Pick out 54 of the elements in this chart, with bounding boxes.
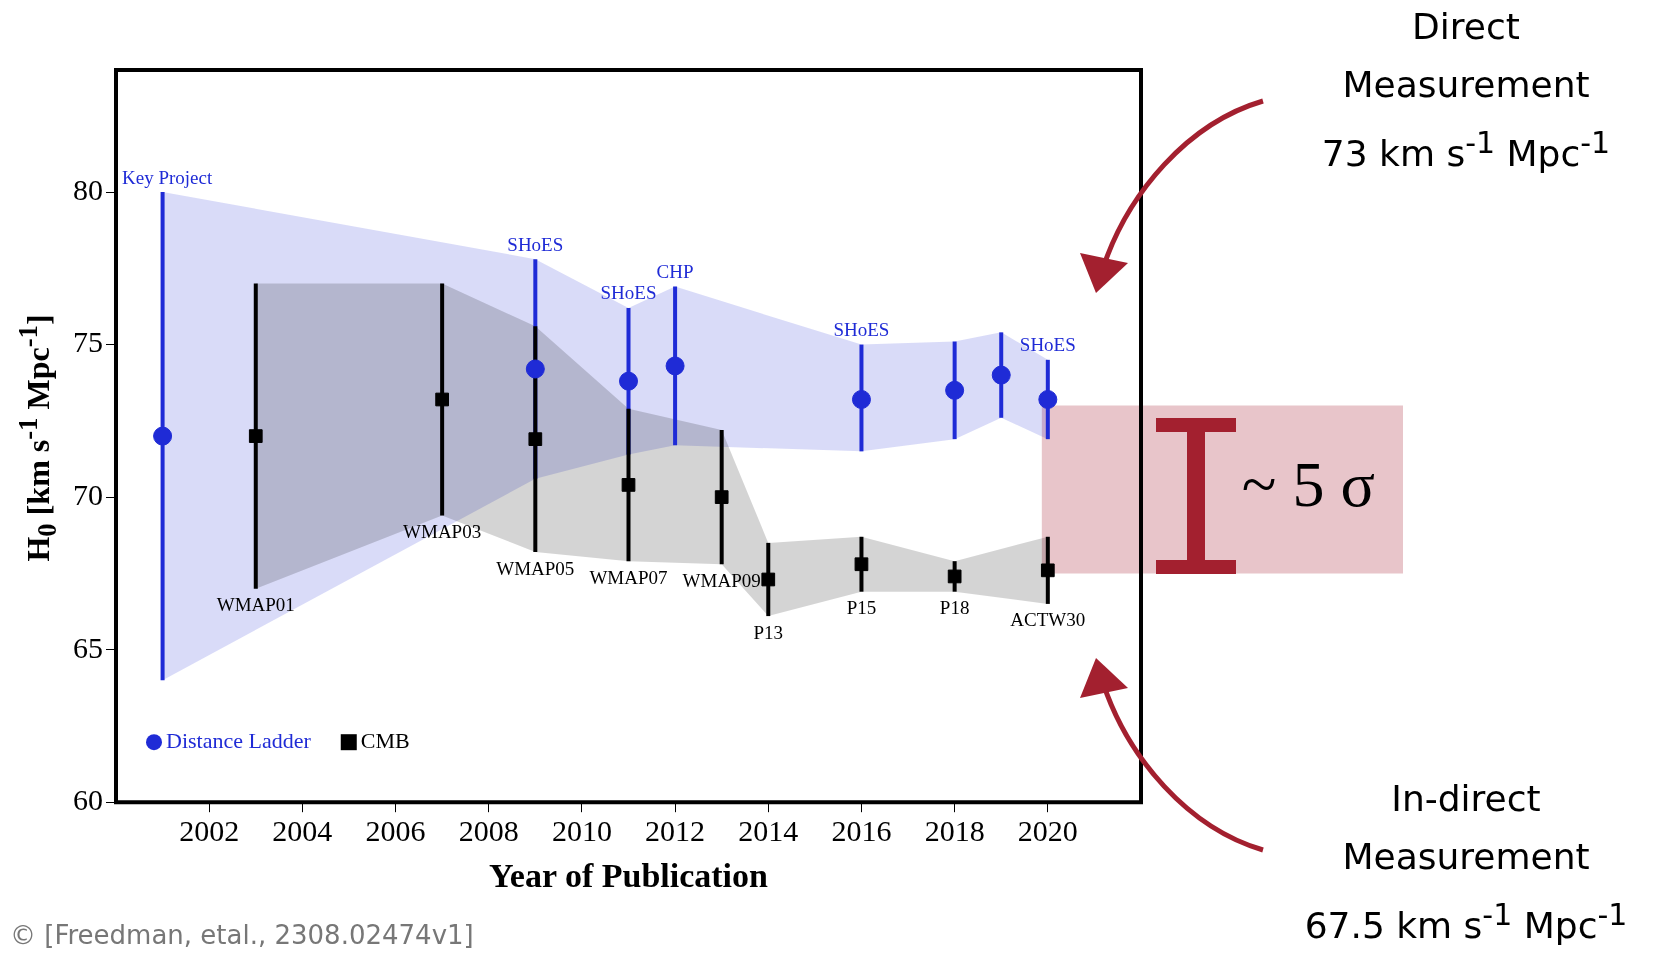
annotation: SHoES	[1019, 334, 1076, 356]
point	[528, 432, 543, 447]
y-tick-label: 75	[73, 325, 103, 359]
annotation: WMAP01	[216, 594, 295, 616]
text: Direct Measurement 73 km s$^{-1}$ Mpc$^{-1}$	[1320, 5, 1612, 176]
x-tick-label: 2002	[179, 814, 240, 848]
y-tick-label: 65	[73, 630, 103, 664]
point	[1040, 563, 1055, 578]
x-tick-label: 2016	[831, 814, 892, 848]
point	[621, 478, 636, 492]
point	[1038, 389, 1058, 409]
x-tick-label: 2006	[365, 814, 426, 848]
x-tick-label: 2018	[924, 814, 985, 848]
y-tick-label: 80	[73, 172, 103, 206]
x-tick-label: 2008	[458, 814, 519, 848]
y-tick-label: 60	[73, 783, 103, 817]
point	[991, 365, 1011, 385]
point	[761, 572, 776, 587]
point	[525, 359, 545, 379]
text: In-direct Measurement 67.5 km s$^{-1}$ Mpc$^{-1}$	[1303, 777, 1629, 948]
point	[854, 557, 869, 572]
point	[851, 389, 871, 409]
x-tick-label: 2014	[738, 814, 799, 848]
x-tick-label: 2010	[551, 814, 612, 848]
y-tick-label: 70	[73, 477, 103, 511]
x-tick-label: 2020	[1017, 814, 1078, 848]
point	[947, 569, 962, 584]
text: © [Freedman, etal., 2308.02474v1]	[10, 920, 474, 950]
legend-label: CMB	[360, 727, 410, 753]
point	[714, 490, 729, 504]
annotation: SHoES	[833, 319, 890, 341]
annotation: SHoES	[600, 282, 657, 304]
annotation: Key Project	[121, 166, 213, 188]
x-axis-title: Year of Publication	[489, 857, 769, 895]
legend-label: Distance Ladder	[166, 727, 312, 753]
point	[153, 426, 173, 446]
annotation: WMAP05	[496, 557, 575, 579]
annotation: CHP	[656, 261, 694, 283]
annotation: WMAP09	[682, 569, 761, 591]
annotation: SHoES	[507, 233, 564, 255]
point	[435, 392, 449, 407]
annotation: WMAP07	[589, 566, 668, 588]
point	[665, 356, 685, 376]
annotation: P15	[846, 597, 877, 619]
point	[945, 380, 965, 400]
annotation: WMAP03	[403, 520, 482, 542]
x-tick-label: 2004	[272, 814, 333, 848]
x-tick-label: 2012	[645, 814, 706, 848]
point	[619, 371, 638, 391]
band-label: ~ 5 σ	[1241, 449, 1375, 521]
annotation: P18	[939, 597, 970, 619]
annotation: P13	[753, 621, 784, 643]
point	[248, 429, 263, 443]
annotation: ACTW30	[1010, 609, 1086, 631]
